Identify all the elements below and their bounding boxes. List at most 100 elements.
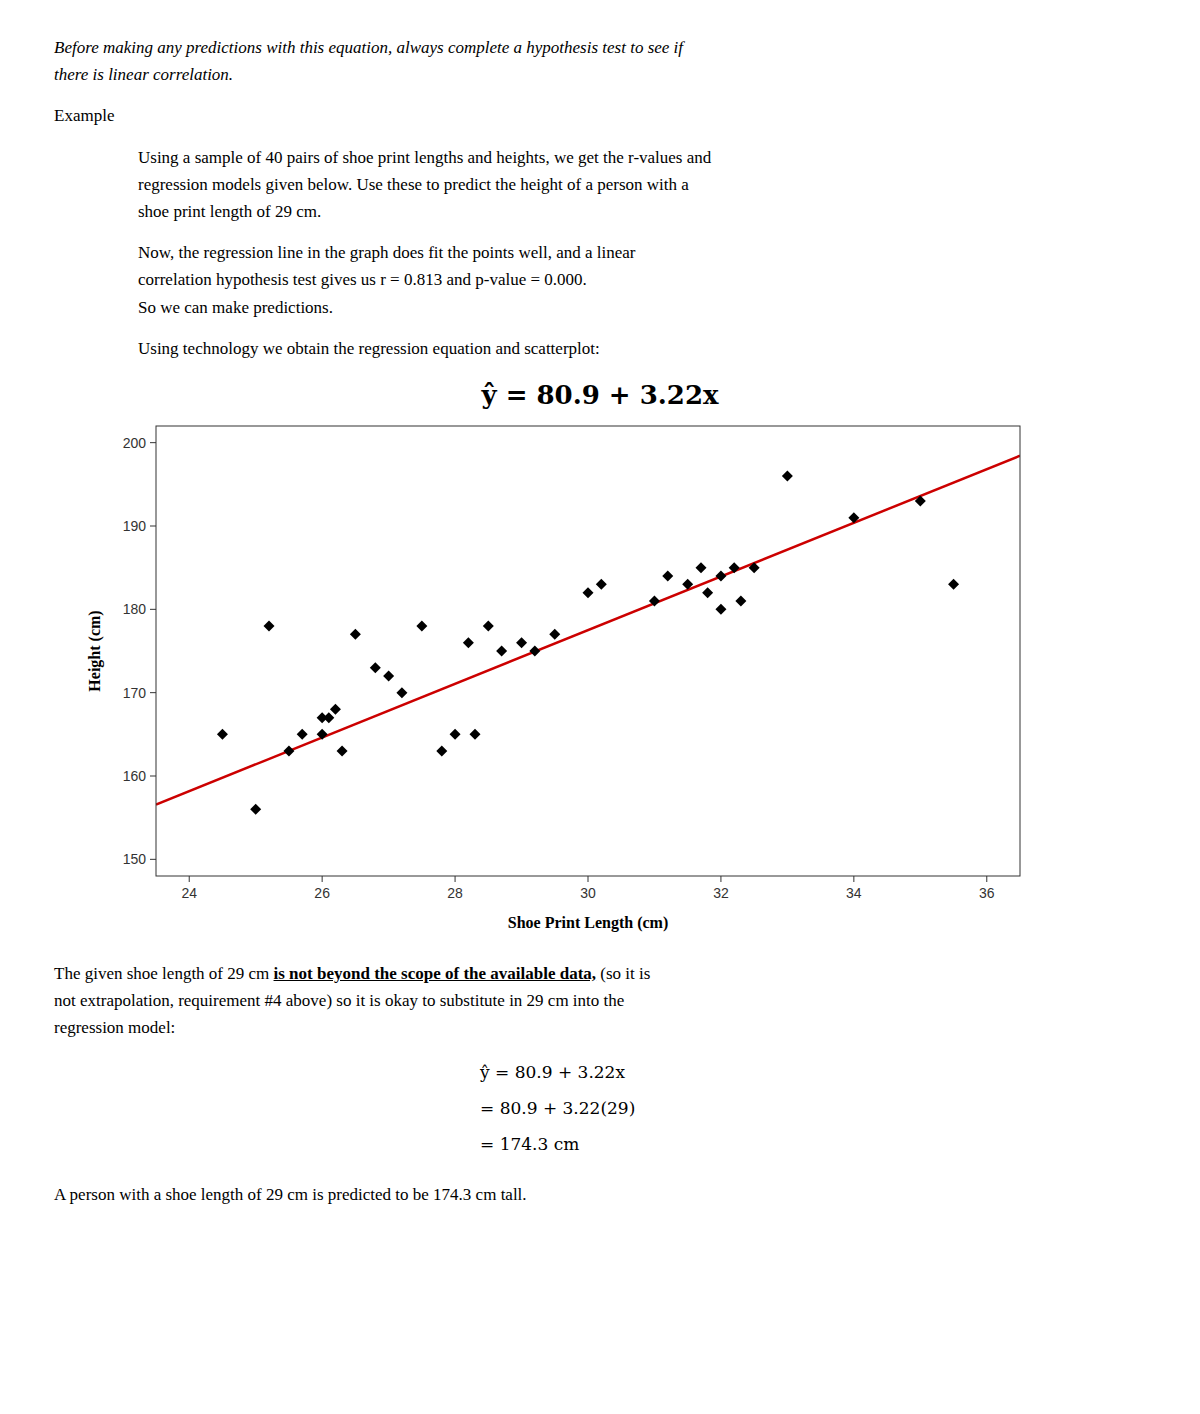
y-tick-label: 150: [123, 851, 147, 867]
data-point: [317, 729, 328, 740]
y-tick: [150, 609, 156, 610]
text-line: Example: [54, 102, 1146, 129]
y-tick: [150, 859, 156, 860]
x-tick: [720, 876, 721, 882]
data-point: [496, 645, 507, 656]
x-tick: [853, 876, 854, 882]
x-tick-label: 34: [846, 885, 862, 901]
paragraph: A person with a shoe length of 29 cm is …: [54, 1181, 1146, 1208]
text-segment: (so it is: [596, 964, 650, 983]
data-point: [695, 562, 706, 573]
x-tick-label: 24: [181, 885, 197, 901]
data-point: [217, 729, 228, 740]
page: Before making any predictions with this …: [0, 0, 1200, 1208]
x-tick: [986, 876, 987, 882]
paragraph: The given shoe length of 29 cm is not be…: [54, 960, 1146, 1042]
y-tick-label: 180: [123, 601, 147, 617]
data-point: [350, 629, 361, 640]
x-tick-label: 36: [979, 885, 995, 901]
data-point: [549, 629, 560, 640]
data-point: [729, 562, 740, 573]
x-tick-label: 32: [713, 885, 729, 901]
text-segment: The given shoe length of 29 cm: [54, 964, 274, 983]
text-line: = 80.9 + 3.22(29): [480, 1091, 1146, 1127]
x-tick: [322, 876, 323, 882]
text-line: correlation hypothesis test gives us r =…: [138, 266, 1146, 293]
data-point: [323, 712, 334, 723]
regression-line: [156, 456, 1020, 805]
text-line: The given shoe length of 29 cm is not be…: [54, 960, 1146, 987]
data-point: [436, 745, 447, 756]
text-line: Before making any predictions with this …: [54, 34, 1146, 61]
data-point: [416, 620, 427, 631]
y-tick: [150, 775, 156, 776]
data-point: [702, 587, 713, 598]
plot-data: [156, 456, 1020, 815]
data-point: [450, 729, 461, 740]
y-tick-label: 200: [123, 435, 147, 451]
y-tick: [150, 525, 156, 526]
data-point: [583, 587, 594, 598]
text-line: regression models given below. Use these…: [138, 171, 1146, 198]
data-point: [715, 604, 726, 615]
data-point: [250, 804, 261, 815]
x-tick: [455, 876, 456, 882]
x-tick-label: 30: [580, 885, 596, 901]
text-line: not extrapolation, requirement #4 above)…: [54, 987, 1146, 1014]
x-tick: [588, 876, 589, 882]
data-point: [297, 729, 308, 740]
data-point: [848, 512, 859, 523]
emphasis: is not beyond the scope of the available…: [274, 964, 597, 983]
scatter-chart: 24 26 28 30 32 34 36 150 160 170 180 190 200 Shoe Pri…: [54, 416, 1146, 946]
x-tick-label: 28: [447, 885, 463, 901]
text-line: A person with a shoe length of 29 cm is …: [54, 1181, 1146, 1208]
data-point: [715, 570, 726, 581]
y-tick-label: 170: [123, 685, 147, 701]
data-point: [337, 745, 348, 756]
text-line: Using technology we obtain the regressio…: [138, 335, 1146, 362]
text-line: Using a sample of 40 pairs of shoe print…: [138, 144, 1146, 171]
data-point: [529, 645, 540, 656]
axes: 24 26 28 30 32 34 36 150 160 170 180 190 200: [123, 435, 995, 901]
y-tick: [150, 442, 156, 443]
data-point: [263, 620, 274, 631]
y-tick: [150, 692, 156, 693]
data-point: [649, 595, 660, 606]
display-equation: ŷ = 80.9 + 3.22x: [54, 380, 1146, 410]
paragraph: Example: [54, 102, 1146, 129]
x-axis-label: Shoe Print Length (cm): [508, 914, 668, 932]
text-line: = 174.3 cm: [480, 1127, 1146, 1163]
x-tick: [189, 876, 190, 882]
text-line: So we can make predictions.: [138, 294, 1146, 321]
data-point: [370, 662, 381, 673]
data-point: [782, 470, 793, 481]
paragraph: Using a sample of 40 pairs of shoe print…: [54, 144, 1146, 226]
data-point: [596, 579, 607, 590]
text-line: there is linear correlation.: [54, 61, 1146, 88]
y-axis-label: Height (cm): [86, 610, 104, 691]
data-point: [682, 579, 693, 590]
plot-background: [156, 426, 1020, 876]
y-tick-label: 190: [123, 518, 147, 534]
text-line: shoe print length of 29 cm.: [138, 198, 1146, 225]
data-point: [330, 704, 341, 715]
data-point: [483, 620, 494, 631]
data-point: [463, 637, 474, 648]
data-point: [749, 562, 760, 573]
data-point: [735, 595, 746, 606]
paragraph: Now, the regression line in the graph do…: [54, 239, 1146, 321]
data-point: [283, 745, 294, 756]
calculation: ŷ = 80.9 + 3.22x= 80.9 + 3.22(29)= 174.3…: [54, 1055, 1146, 1162]
y-tick-label: 160: [123, 768, 147, 784]
text-line: Now, the regression line in the graph do…: [138, 239, 1146, 266]
data-point: [396, 687, 407, 698]
text-line: regression model:: [54, 1014, 1146, 1041]
data-point: [383, 670, 394, 681]
x-tick-label: 26: [314, 885, 330, 901]
data-point: [662, 570, 673, 581]
text-line: ŷ = 80.9 + 3.22x: [480, 1055, 1146, 1091]
data-point: [516, 637, 527, 648]
paragraph: Before making any predictions with this …: [54, 34, 1146, 88]
text-line: ŷ = 80.9 + 3.22x: [54, 380, 1146, 410]
data-point: [915, 495, 926, 506]
